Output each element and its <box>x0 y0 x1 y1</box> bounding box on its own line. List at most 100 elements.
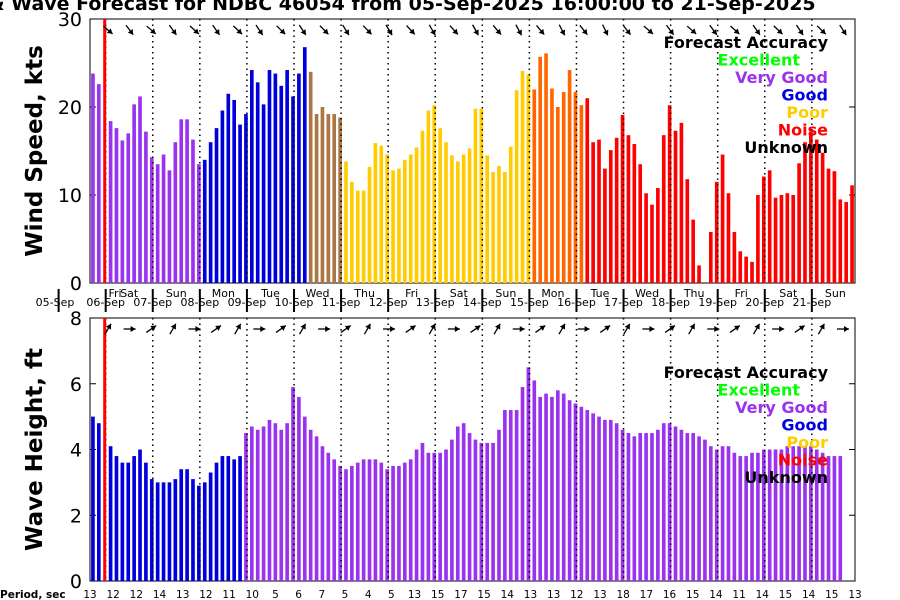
legend-item: Unknown <box>744 468 828 487</box>
bar <box>344 161 348 283</box>
bar <box>673 130 678 283</box>
direction-arrow-icon <box>472 24 479 36</box>
period-value: 15 <box>825 589 838 600</box>
bar <box>508 146 513 283</box>
bar <box>626 135 631 283</box>
bar <box>608 419 613 581</box>
bar <box>138 449 142 581</box>
period-value: 10 <box>246 589 259 600</box>
direction-arrow-icon <box>253 326 266 332</box>
day-name: Mon <box>212 287 235 300</box>
direction-arrow-icon <box>363 323 371 335</box>
period-value: 14 <box>756 589 770 600</box>
bar <box>426 110 431 284</box>
bar <box>403 462 407 581</box>
direction-arrow-icon <box>709 24 718 36</box>
bar <box>167 482 172 581</box>
bar <box>167 170 172 283</box>
bar <box>773 449 778 581</box>
direction-arrow-icon <box>730 25 740 35</box>
bar <box>491 442 495 581</box>
bar <box>120 140 125 283</box>
bar <box>355 462 360 581</box>
day-name: Tue <box>260 287 280 300</box>
bar <box>738 251 743 283</box>
bar <box>691 433 695 581</box>
bar <box>644 193 648 283</box>
bar <box>632 143 637 283</box>
bar <box>126 462 131 581</box>
bar <box>561 393 566 581</box>
legend-item: Excellent <box>718 51 801 70</box>
bar <box>732 231 737 283</box>
ytick-label: 8 <box>70 308 82 330</box>
bar <box>185 119 189 283</box>
direction-arrow-icon <box>817 323 825 335</box>
bar <box>532 89 537 284</box>
bar <box>520 70 525 283</box>
bar <box>614 137 619 283</box>
bar <box>455 426 460 581</box>
period-value: 12 <box>106 589 119 600</box>
bar <box>391 170 395 283</box>
period-value: 7 <box>318 589 325 600</box>
bar <box>397 168 401 283</box>
bar <box>567 400 572 581</box>
bar <box>238 124 242 283</box>
bar <box>432 105 437 284</box>
period-value: 17 <box>640 589 653 600</box>
bar <box>191 479 195 581</box>
bar <box>756 195 760 283</box>
bar <box>332 114 337 283</box>
bar <box>208 142 213 283</box>
bar <box>226 93 231 283</box>
bar <box>797 163 801 283</box>
bar <box>379 462 384 581</box>
bar <box>756 452 760 581</box>
bar <box>238 456 242 581</box>
bar <box>267 70 272 283</box>
bar <box>556 390 560 581</box>
bar <box>367 166 372 283</box>
bar <box>573 92 578 283</box>
direction-arrow-icon <box>729 325 741 333</box>
period-value: 13 <box>593 589 606 600</box>
direction-arrow-icon <box>318 326 331 332</box>
day-name: Thu <box>353 287 375 300</box>
bar <box>691 219 695 283</box>
direction-arrow-icon <box>428 323 436 335</box>
day-name: Sun <box>825 287 846 300</box>
bar <box>214 128 219 283</box>
bar <box>844 202 848 283</box>
bar <box>373 143 378 283</box>
bar <box>685 179 690 283</box>
bar <box>279 85 284 283</box>
bar <box>514 410 519 581</box>
bar <box>485 155 490 283</box>
bar <box>373 459 378 581</box>
ytick-label: 20 <box>58 97 82 119</box>
direction-arrow-icon <box>839 24 847 36</box>
bar <box>132 104 136 283</box>
bar <box>444 142 448 283</box>
bar <box>614 423 619 581</box>
bar <box>132 456 136 581</box>
bar <box>732 452 737 581</box>
bar <box>450 155 454 283</box>
period-value: 15 <box>686 589 699 600</box>
direction-arrow-icon <box>428 24 436 36</box>
bar <box>597 139 601 283</box>
bar <box>779 195 784 283</box>
bar <box>302 47 307 283</box>
bar <box>326 452 331 581</box>
bar <box>608 150 613 283</box>
bar <box>455 161 460 283</box>
bar <box>638 164 643 283</box>
bar <box>232 459 236 581</box>
direction-arrow-icon <box>319 25 329 35</box>
direction-arrow-icon <box>773 25 783 35</box>
bar <box>461 154 466 283</box>
direction-arrow-icon <box>492 25 502 35</box>
period-value: 13 <box>83 589 96 600</box>
direction-arrow-icon <box>579 24 588 36</box>
